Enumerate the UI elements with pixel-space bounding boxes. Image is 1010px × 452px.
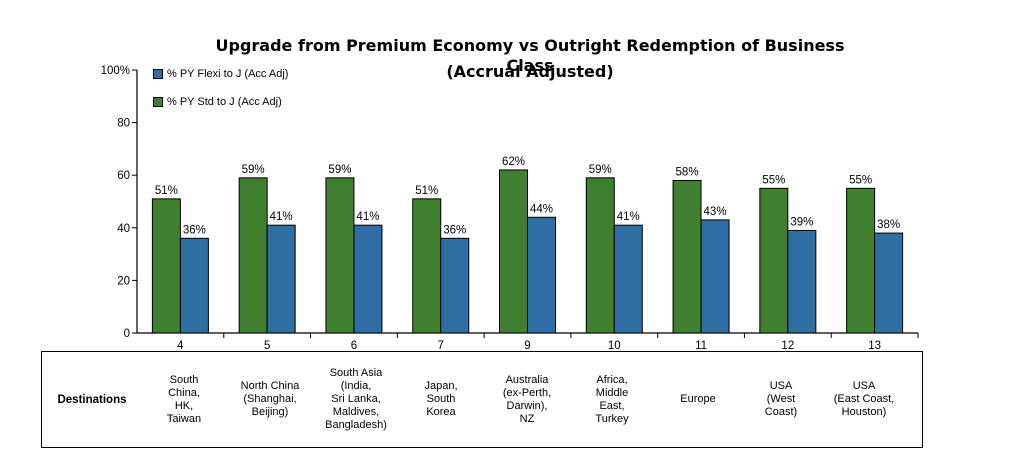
destination-cell: USA (West Coast) [739, 352, 823, 447]
x-tick-label: 5 [264, 340, 270, 352]
destination-label: USA (East Coast, Houston) [833, 380, 895, 418]
destination-label: Europe [680, 393, 716, 405]
legend-label-std: % PY Std to J (Acc Adj) [167, 96, 282, 108]
y-tick-label: 60 [117, 170, 130, 182]
x-tick-label: 9 [524, 340, 530, 352]
data-label-std: 58% [676, 166, 699, 178]
bar-flexi [613, 224, 643, 334]
data-label-std: 51% [155, 185, 178, 197]
destination-label: South Asia (India, Sri Lanka, Maldives, … [325, 367, 387, 431]
data-label-flexi: 43% [704, 206, 727, 218]
data-label-std: 62% [502, 156, 525, 168]
y-tick-label: 40 [117, 223, 130, 235]
y-tick-label: 80 [117, 118, 130, 130]
destination-label: USA (West Coast) [764, 380, 798, 418]
x-tick-label: 13 [868, 340, 881, 352]
destination-label: Japan, South Korea [424, 380, 458, 418]
destination-label: South China, HK, Taiwan [166, 373, 202, 425]
destination-cell: South China, HK, Taiwan [142, 352, 226, 447]
bar-std [325, 177, 355, 334]
bar-std [846, 187, 876, 334]
bar-std [151, 198, 181, 334]
data-label-flexi: 41% [617, 211, 640, 223]
x-tick-label: 6 [351, 340, 357, 352]
x-tick-label: 11 [695, 340, 707, 352]
bar-std [238, 177, 268, 334]
destination-cell: North China (Shanghai, Beijing) [228, 352, 312, 447]
data-label-flexi: 39% [790, 216, 813, 228]
legend-label-flexi: % PY Flexi to J (Acc Adj) [167, 68, 289, 80]
destination-cell: Japan, South Korea [399, 352, 483, 447]
legend-item-flexi: % PY Flexi to J (Acc Adj) [153, 66, 288, 82]
destination-cell: Africa, Middle East, Turkey [570, 352, 654, 447]
destinations-table: Destinations South China, HK, Taiwan Nor… [41, 351, 923, 448]
bar-std [759, 187, 789, 334]
data-label-std: 59% [242, 164, 265, 176]
bar-flexi [440, 237, 470, 334]
data-label-flexi: 36% [183, 224, 206, 236]
destination-cell: Australia (ex-Perth, Darwin), NZ [485, 352, 569, 447]
x-tick-label: 12 [781, 340, 794, 352]
x-tick-label: 4 [177, 340, 184, 352]
bar-std [499, 169, 528, 334]
bar-std [585, 177, 615, 334]
data-label-flexi: 41% [356, 211, 379, 223]
data-label-flexi: 41% [270, 211, 293, 223]
destination-label: North China (Shanghai, Beijing) [240, 380, 300, 418]
x-tick-label: 10 [608, 340, 621, 352]
data-label-std: 59% [328, 164, 351, 176]
chart-title-line2: (Accrual Adjusted) [446, 62, 614, 81]
chart-title-line1: Upgrade from Premium Economy vs Outright… [215, 36, 845, 75]
destination-cell: USA (East Coast, Houston) [822, 352, 906, 447]
y-tick-label: 20 [117, 275, 130, 287]
data-label-flexi: 36% [443, 224, 466, 236]
x-tick-label: 7 [438, 340, 444, 352]
data-label-std: 55% [762, 174, 785, 186]
legend-item-std: % PY Std to J (Acc Adj) [153, 94, 288, 110]
destination-cell: South Asia (India, Sri Lanka, Maldives, … [314, 352, 398, 447]
destination-label: Africa, Middle East, Turkey [595, 373, 629, 425]
y-tick-label: 0 [124, 328, 130, 340]
bar-std [412, 198, 442, 334]
chart-legend: % PY Flexi to J (Acc Adj) % PY Std to J … [153, 66, 288, 122]
bar-flexi [787, 229, 817, 334]
bar-flexi [874, 232, 904, 334]
bar-std [672, 179, 702, 334]
data-label-std: 59% [589, 164, 612, 176]
bar-flexi [700, 219, 730, 334]
destination-label: Australia (ex-Perth, Darwin), NZ [502, 373, 552, 425]
bar-flexi [527, 216, 556, 334]
bar-flexi [266, 224, 296, 334]
bar-flexi [353, 224, 383, 334]
data-label-flexi: 44% [530, 203, 553, 215]
data-label-std: 51% [415, 185, 438, 197]
legend-swatch-std [153, 97, 163, 107]
bar-flexi [179, 237, 209, 334]
destinations-header: Destinations [57, 393, 127, 406]
destination-cell: Europe [656, 352, 740, 447]
data-label-std: 55% [849, 174, 872, 186]
legend-swatch-flexi [153, 69, 163, 79]
y-tick-label: 100% [101, 65, 130, 77]
data-label-flexi: 38% [877, 219, 900, 231]
